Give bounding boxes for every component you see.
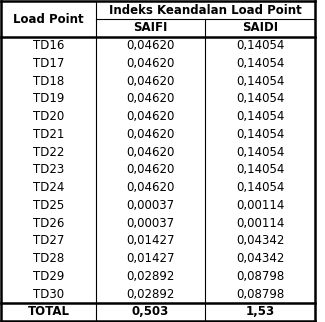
Text: 0,08798: 0,08798 bbox=[236, 270, 285, 283]
Text: 0,01427: 0,01427 bbox=[126, 252, 175, 265]
Text: TD17: TD17 bbox=[33, 57, 64, 70]
Text: 0,503: 0,503 bbox=[132, 305, 169, 318]
Text: 0,04620: 0,04620 bbox=[126, 39, 175, 52]
Text: TD16: TD16 bbox=[33, 39, 64, 52]
Text: TD30: TD30 bbox=[33, 288, 64, 300]
Text: 0,04620: 0,04620 bbox=[126, 92, 175, 105]
Text: TD28: TD28 bbox=[33, 252, 64, 265]
Text: 0,14054: 0,14054 bbox=[236, 146, 285, 159]
Text: 1,53: 1,53 bbox=[246, 305, 275, 318]
Text: TD21: TD21 bbox=[33, 128, 64, 141]
Text: 0,00037: 0,00037 bbox=[126, 199, 175, 212]
Text: 0,04620: 0,04620 bbox=[126, 75, 175, 88]
Text: 0,14054: 0,14054 bbox=[236, 75, 285, 88]
Text: 0,04342: 0,04342 bbox=[236, 234, 285, 247]
Text: SAIDI: SAIDI bbox=[242, 22, 279, 34]
Text: 0,02892: 0,02892 bbox=[126, 270, 175, 283]
Text: 0,14054: 0,14054 bbox=[236, 181, 285, 194]
Text: 0,08798: 0,08798 bbox=[236, 288, 285, 300]
Text: TD29: TD29 bbox=[33, 270, 64, 283]
Text: 0,14054: 0,14054 bbox=[236, 128, 285, 141]
Text: Load Point: Load Point bbox=[13, 13, 84, 26]
Text: 0,14054: 0,14054 bbox=[236, 57, 285, 70]
Text: 0,14054: 0,14054 bbox=[236, 39, 285, 52]
Text: 0,02892: 0,02892 bbox=[126, 288, 175, 300]
Text: 0,04342: 0,04342 bbox=[236, 252, 285, 265]
Text: 0,01427: 0,01427 bbox=[126, 234, 175, 247]
Text: 0,04620: 0,04620 bbox=[126, 163, 175, 176]
Text: Indeks Keandalan Load Point: Indeks Keandalan Load Point bbox=[109, 4, 302, 17]
Text: 0,00114: 0,00114 bbox=[236, 199, 285, 212]
Text: TOTAL: TOTAL bbox=[28, 305, 70, 318]
Text: TD23: TD23 bbox=[33, 163, 64, 176]
Text: TD19: TD19 bbox=[33, 92, 64, 105]
Text: 0,14054: 0,14054 bbox=[236, 110, 285, 123]
Text: 0,14054: 0,14054 bbox=[236, 92, 285, 105]
Text: 0,04620: 0,04620 bbox=[126, 110, 175, 123]
Text: TD18: TD18 bbox=[33, 75, 64, 88]
Text: TD25: TD25 bbox=[33, 199, 64, 212]
Text: 0,04620: 0,04620 bbox=[126, 57, 175, 70]
Text: 0,00114: 0,00114 bbox=[236, 217, 285, 230]
Text: TD24: TD24 bbox=[33, 181, 64, 194]
Text: 0,00037: 0,00037 bbox=[126, 217, 175, 230]
Text: 0,04620: 0,04620 bbox=[126, 128, 175, 141]
Text: 0,04620: 0,04620 bbox=[126, 146, 175, 159]
Text: 0,14054: 0,14054 bbox=[236, 163, 285, 176]
Text: TD27: TD27 bbox=[33, 234, 64, 247]
Text: SAIFI: SAIFI bbox=[133, 22, 168, 34]
Text: TD26: TD26 bbox=[33, 217, 64, 230]
Text: 0,04620: 0,04620 bbox=[126, 181, 175, 194]
Text: TD20: TD20 bbox=[33, 110, 64, 123]
Text: TD22: TD22 bbox=[33, 146, 64, 159]
